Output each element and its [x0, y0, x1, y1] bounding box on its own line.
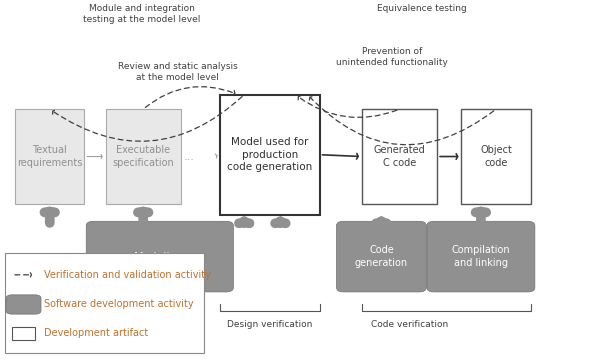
Text: Module and integration
testing at the model level: Module and integration testing at the mo… [83, 4, 200, 24]
Text: Generated
C code: Generated C code [374, 145, 425, 168]
Bar [461, 109, 531, 204]
Text: Design verification: Design verification [227, 320, 313, 329]
FancyBboxPatch shape [427, 221, 535, 292]
Text: Modeling: Modeling [134, 252, 185, 262]
FancyBboxPatch shape [6, 295, 41, 314]
Text: Review and static analysis
at the model level: Review and static analysis at the model … [118, 62, 238, 82]
Text: Object
code: Object code [480, 145, 512, 168]
Bar [220, 95, 320, 215]
Text: Prevention of
unintended functionality: Prevention of unintended functionality [336, 47, 448, 67]
Bar [12, 327, 35, 340]
Text: Textual
requirements: Textual requirements [17, 145, 83, 168]
Text: Verification and validation activity: Verification and validation activity [44, 270, 211, 280]
Text: Executable
specification: Executable specification [112, 145, 174, 168]
Text: ...: ... [184, 151, 195, 162]
Text: Model used for
production
code generation: Model used for production code generatio… [227, 137, 312, 172]
Text: Software development activity: Software development activity [44, 299, 194, 309]
Text: Code verification: Code verification [371, 320, 449, 329]
Text: Development artifact: Development artifact [44, 328, 148, 338]
Bar [5, 253, 204, 353]
Text: Code
generation: Code generation [355, 245, 408, 268]
FancyBboxPatch shape [336, 221, 426, 292]
Bar [106, 109, 181, 204]
Text: Compilation
and linking: Compilation and linking [452, 245, 510, 268]
Text: Equivalence testing: Equivalence testing [377, 4, 467, 13]
FancyBboxPatch shape [86, 221, 233, 292]
Bar [15, 109, 84, 204]
Bar [362, 109, 437, 204]
